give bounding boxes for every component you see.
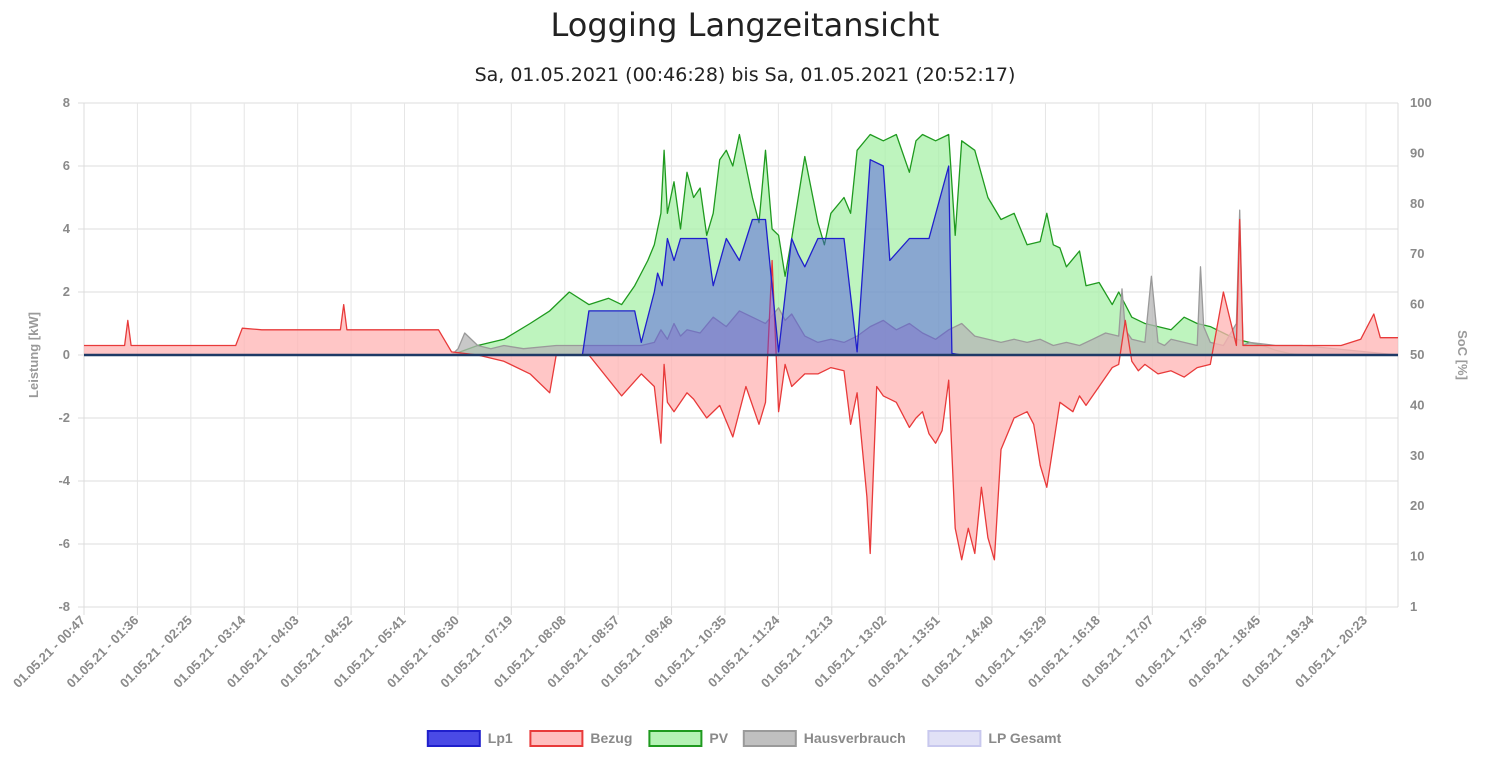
y2-tick-label: 100 [1410, 95, 1432, 110]
y-tick-label: 0 [63, 347, 70, 362]
y-axis-title: Leistung [kW] [26, 312, 41, 398]
y-tick-label: 4 [63, 221, 71, 236]
legend-label-lp1: Lp1 [488, 730, 513, 746]
legend-label-lp-gesamt: LP Gesamt [988, 730, 1061, 746]
legend-swatch-lp1 [426, 730, 481, 747]
y2-tick-label: 40 [1410, 397, 1424, 412]
y-tick-label: -8 [58, 599, 70, 614]
legend-label-bezug: Bezug [590, 730, 632, 746]
legend-swatch-hausverbrauch [742, 730, 797, 747]
y2-tick-label: 70 [1410, 246, 1424, 261]
legend-label-hausverbrauch: Hausverbrauch [804, 730, 906, 746]
series-area [84, 133, 1399, 561]
y-tick-label: 2 [63, 284, 70, 299]
y-tick-label: -2 [58, 410, 70, 425]
legend-swatch-pv [648, 730, 703, 747]
y2-tick-label: 80 [1410, 196, 1424, 211]
y-tick-label: 6 [63, 158, 70, 173]
y-tick-label: -6 [58, 536, 70, 551]
y2-tick-label: 1 [1410, 599, 1417, 614]
y2-tick-label: 50 [1410, 347, 1424, 362]
series-area-pv [84, 134, 1398, 355]
legend-swatch-lp-gesamt [927, 730, 982, 747]
y2-tick-label: 30 [1410, 448, 1424, 463]
chart-subtitle: Sa, 01.05.2021 (00:46:28) bis Sa, 01.05.… [474, 64, 1016, 86]
series-line-pv [84, 133, 1398, 356]
y2-tick-label: 20 [1410, 498, 1424, 513]
y-tick-label: 8 [63, 95, 70, 110]
y2-axis-title: SoC [%] [1455, 330, 1470, 380]
y-tick-label: -4 [58, 473, 70, 488]
legend: Lp1 Bezug PV Hausverbrauch LP Gesamt [426, 730, 1062, 747]
legend-swatch-bezug [529, 730, 584, 747]
chart-title: Logging Langzeitansicht [550, 6, 940, 44]
series-area-hausverbrauch [84, 210, 1398, 355]
y2-tick-label: 90 [1410, 145, 1424, 160]
series-line-bezug [84, 218, 1398, 561]
series-area-bezug [84, 219, 1398, 560]
y2-tick-label: 60 [1410, 297, 1424, 312]
y2-tick-label: 10 [1410, 549, 1424, 564]
legend-label-pv: PV [709, 730, 728, 746]
series-line-hausverbrauch [84, 209, 1399, 356]
series-line-lp1 [84, 159, 1398, 356]
